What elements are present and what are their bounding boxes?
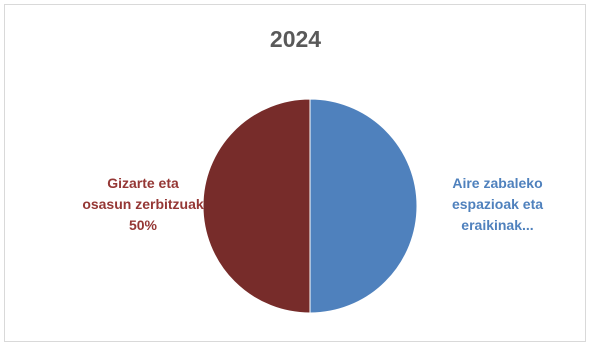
slice-label-aire: Aire zabaleko espazioak eta eraikinak... [420, 173, 575, 236]
chart-title: 2024 [269, 26, 322, 52]
slice-label-line: eraikinak... [461, 217, 534, 233]
pie-slice-aire [309, 98, 418, 314]
pie-slice-gizarte [202, 98, 311, 314]
slice-label-gizarte: Gizarte eta osasun zerbitzuak 50% [48, 173, 238, 236]
slice-label-line: Gizarte eta [107, 175, 179, 191]
slice-label-line: Aire zabaleko [452, 175, 543, 191]
slice-label-line: osasun zerbitzuak [82, 196, 204, 212]
slice-label-line: espazioak eta [451, 196, 544, 212]
slice-label-line: 50% [128, 217, 158, 233]
